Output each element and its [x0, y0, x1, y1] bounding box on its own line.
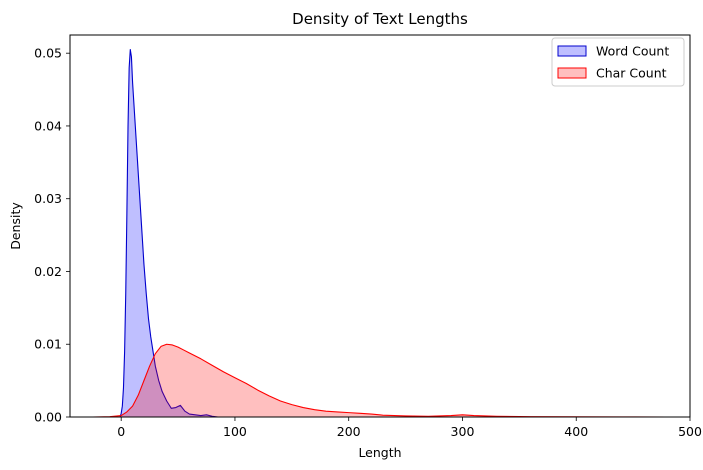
chart-title: Density of Text Lengths [292, 10, 468, 28]
y-axis-label: Density [8, 202, 23, 250]
density-area-char-count [92, 344, 668, 417]
density-line-word-count [119, 49, 218, 417]
x-tick-label: 100 [223, 424, 247, 439]
x-tick-label: 300 [451, 424, 475, 439]
density-area-word-count [120, 49, 218, 417]
plot-frame [69, 34, 691, 418]
legend-box [551, 37, 685, 87]
legend-swatch-char-count [557, 67, 587, 79]
x-tick-label: 200 [337, 424, 361, 439]
x-tick-label: 500 [678, 424, 702, 439]
legend-label-char-count: Char Count [596, 66, 667, 81]
y-axis-ticks: 0.00 0.01 0.02 0.03 0.04 0.05 [34, 46, 70, 425]
legend: Word Count Char Count [551, 37, 685, 87]
legend-swatch-word-count [557, 45, 587, 57]
y-tick-label: 0.03 [34, 191, 62, 206]
density-line-char-count [92, 343, 668, 417]
legend-label-word-count: Word Count [596, 44, 669, 59]
y-tick-label: 0.02 [34, 264, 62, 279]
y-tick-label: 0.05 [34, 46, 62, 61]
y-tick-label: 0.00 [34, 410, 62, 425]
x-tick-label: 400 [564, 424, 588, 439]
series-layer [92, 49, 668, 417]
y-tick-label: 0.04 [34, 118, 62, 133]
x-axis-ticks: 0 100 200 300 400 500 [117, 417, 702, 439]
x-tick-label: 0 [117, 424, 125, 439]
x-axis-label: Length [358, 445, 401, 460]
y-tick-label: 0.01 [34, 337, 62, 352]
